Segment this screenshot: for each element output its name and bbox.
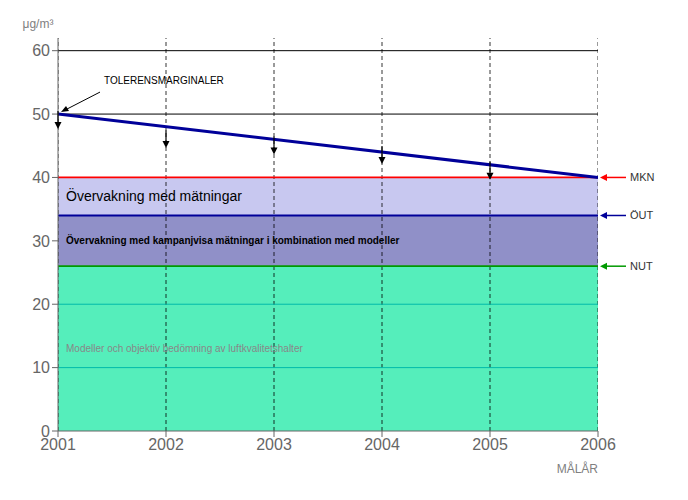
svg-text:0: 0 [41, 423, 50, 440]
svg-text:NUT: NUT [630, 260, 653, 272]
svg-text:MÅLÅR: MÅLÅR [557, 461, 599, 476]
svg-text:40: 40 [32, 169, 50, 186]
svg-text:50: 50 [32, 106, 50, 123]
svg-text:2001: 2001 [40, 436, 76, 454]
svg-text:ÖUT: ÖUT [630, 209, 654, 221]
svg-text:TOLERENSMARGINALER: TOLERENSMARGINALER [104, 75, 224, 86]
svg-text:μg/m³: μg/m³ [23, 17, 54, 31]
svg-text:2005: 2005 [472, 436, 508, 453]
svg-text:Övervakning med mätningar: Övervakning med mätningar [66, 187, 242, 204]
svg-text:2002: 2002 [148, 436, 184, 453]
svg-text:30: 30 [32, 233, 50, 250]
svg-text:60: 60 [32, 42, 50, 59]
svg-text:Modeller och objektiv bedömnin: Modeller och objektiv bedömning av luftk… [66, 343, 303, 354]
svg-text:2006: 2006 [580, 436, 616, 453]
svg-text:2004: 2004 [364, 436, 400, 453]
svg-text:20: 20 [32, 296, 50, 313]
svg-text:10: 10 [32, 359, 50, 376]
svg-text:2003: 2003 [256, 436, 292, 453]
svg-text:MKN: MKN [630, 171, 655, 183]
svg-text:Övervakning med kampanjvisa mä: Övervakning med kampanjvisa mätningar i … [66, 234, 400, 246]
